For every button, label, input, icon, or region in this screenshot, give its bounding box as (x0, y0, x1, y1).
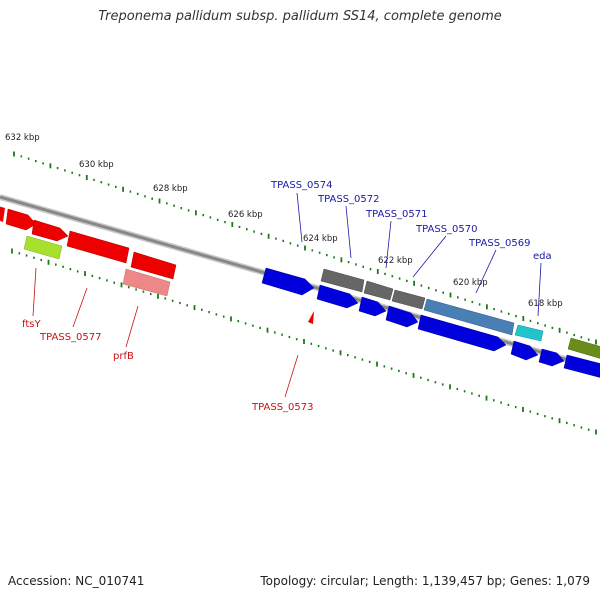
scale-label-620: 620 kbp (453, 278, 488, 288)
map-title: Treponema pallidum subsp. pallidum SS14,… (98, 9, 502, 24)
scale-label-624: 624 kbp (303, 234, 338, 244)
gene-feature-grey-2[interactable] (363, 280, 394, 301)
gene-feature-cyan[interactable] (514, 324, 544, 342)
leader-line-tpass-0574 (296, 192, 303, 243)
gene-label-ftsy[interactable]: ftsY (22, 319, 41, 330)
scale-label-626: 626 kbp (228, 210, 263, 220)
scale-label-632: 632 kbp (5, 133, 40, 143)
cds-feature-blue-2[interactable] (316, 284, 359, 309)
leader-line-tpass-0572 (345, 205, 352, 259)
inner-scale-ticks (11, 248, 597, 435)
cds-feature-red-3[interactable] (66, 230, 130, 264)
genome-stats-label: Topology: circular; Length: 1,139,457 bp… (260, 574, 590, 588)
gene-feature-grey-3[interactable] (391, 289, 426, 310)
cds-feature-blue-7[interactable] (538, 348, 565, 367)
gene-feature-lime[interactable] (23, 235, 63, 260)
gene-feature-grey-1[interactable] (320, 268, 365, 293)
gene-label-prfb[interactable]: prfB (113, 351, 134, 362)
leader-line-tpass-0577 (72, 287, 88, 328)
gene-label-tpass-0570[interactable]: TPASS_0570 (415, 224, 477, 235)
cds-feature-red-edge[interactable] (0, 206, 5, 222)
gene-label-tpass-0572[interactable]: TPASS_0572 (317, 194, 379, 205)
gene-label-tpass-0574[interactable]: TPASS_0574 (270, 180, 332, 191)
gene-label-tpass-0571[interactable]: TPASS_0571 (365, 209, 427, 220)
gene-label-eda[interactable]: eda (533, 251, 552, 262)
cds-feature-blue-1[interactable] (261, 267, 315, 296)
cds-feature-red-2[interactable] (31, 219, 69, 242)
gene-label-tpass-0573[interactable]: TPASS_0573 (251, 402, 313, 413)
leader-line-tpass-0573 (284, 354, 299, 398)
gene-label-tpass-0577[interactable]: TPASS_0577 (39, 332, 101, 343)
scale-label-630: 630 kbp (79, 160, 114, 170)
leader-line-eda (537, 262, 542, 317)
cds-feature-blue-8[interactable] (563, 354, 600, 378)
cds-feature-blue-3[interactable] (358, 296, 387, 317)
gene-feature-steel[interactable] (423, 298, 515, 336)
leader-line-prfb (125, 305, 139, 348)
scale-label-618: 618 kbp (528, 299, 563, 309)
cds-feature-blue-5[interactable] (417, 314, 507, 352)
scale-label-622: 622 kbp (378, 256, 413, 266)
leader-line-ftsy (32, 267, 37, 317)
cds-feature-blue-4[interactable] (385, 305, 419, 328)
outer-scale-ticks (13, 151, 597, 345)
leader-line-tpass-0571 (385, 220, 392, 269)
accession-label: Accession: NC_010741 (8, 574, 145, 588)
cds-feature-blue-6[interactable] (510, 340, 539, 361)
leader-line-tpass-0570 (412, 235, 447, 278)
cds-feature-red-4[interactable] (130, 251, 177, 280)
small-feature-red-marker[interactable] (308, 311, 314, 324)
leader-line-tpass-0569 (475, 249, 497, 294)
cds-feature-red-1[interactable] (5, 208, 37, 231)
gene-label-tpass-0569[interactable]: TPASS_0569 (468, 238, 530, 249)
gene-feature-olive[interactable] (567, 337, 600, 359)
scale-label-628: 628 kbp (153, 184, 188, 194)
gene-feature-pink[interactable] (122, 268, 171, 297)
